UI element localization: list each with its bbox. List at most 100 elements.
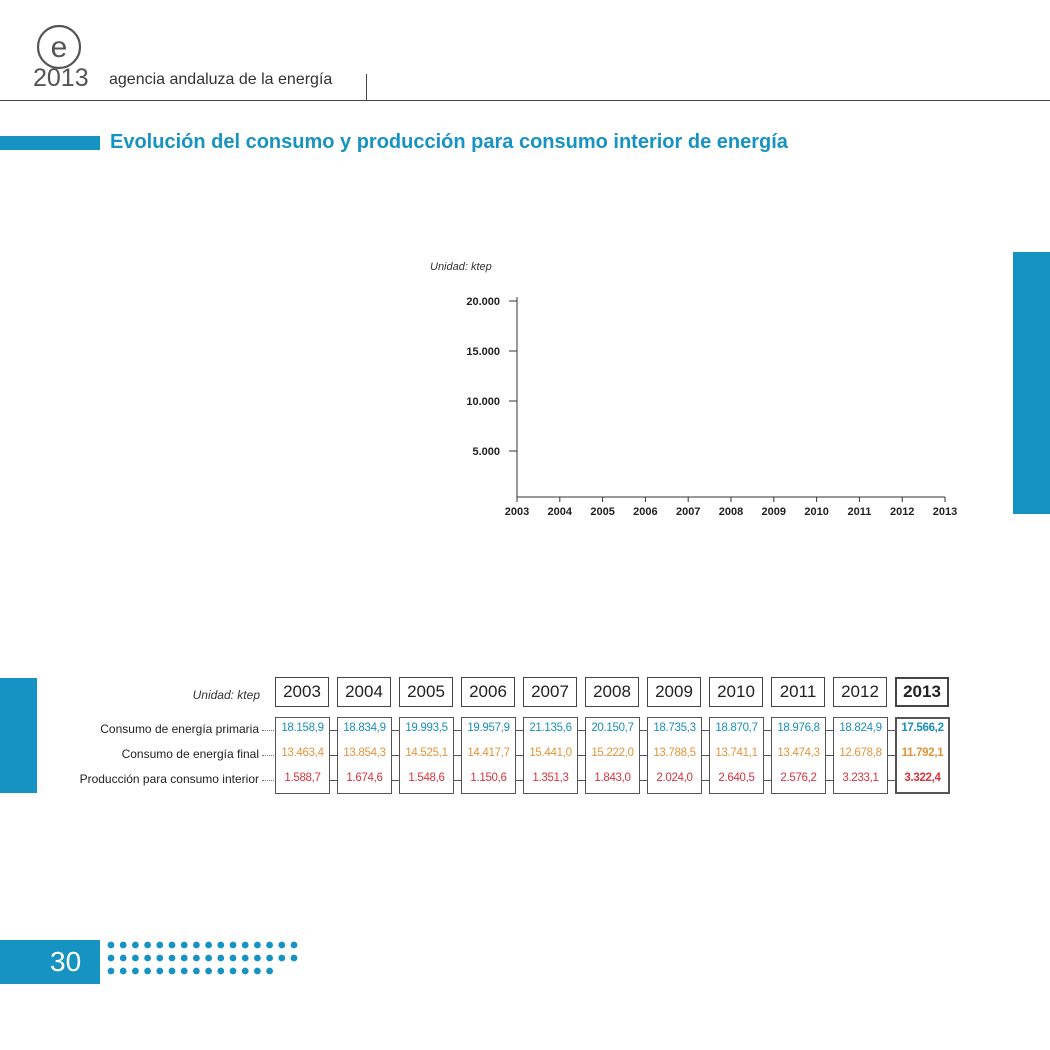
cell-connector — [764, 730, 771, 731]
table-cell: 2.640,5 — [718, 772, 755, 784]
cell-connector — [640, 730, 647, 731]
cell-connector — [392, 730, 399, 731]
year-header: 2003 — [275, 677, 329, 707]
header-divider — [366, 74, 367, 100]
footer-dot — [254, 954, 261, 962]
table-cell: 17.566,2 — [901, 722, 944, 734]
year-header: 2010 — [709, 677, 763, 707]
cell-connector — [578, 780, 585, 781]
cell-connector — [330, 730, 337, 731]
year-header: 2007 — [523, 677, 577, 707]
footer-dot — [229, 941, 237, 949]
year-header: 2013 — [895, 677, 949, 707]
table-cell: 15.441,0 — [529, 747, 572, 759]
footer-dot — [205, 941, 212, 949]
footer-dot — [241, 954, 249, 962]
table-cell: 18.158,9 — [281, 722, 324, 734]
footer-dot — [156, 941, 164, 949]
row-leader-dots — [262, 755, 274, 757]
table-cell: 18.735,3 — [653, 722, 696, 734]
footer-dot — [132, 941, 139, 949]
footer-dot — [217, 967, 225, 975]
footer-dot — [278, 954, 286, 962]
y-ticks: 5.000 10.000 15.000 20.000 — [466, 296, 517, 458]
footer-dot — [290, 941, 298, 949]
table-cell: 1.351,3 — [532, 772, 569, 784]
table-cell: 15.222,0 — [591, 747, 634, 759]
table-cell: 19.993,5 — [405, 722, 448, 734]
cell-connector — [578, 730, 585, 731]
footer-dot — [156, 954, 164, 962]
row-leader-dots — [262, 780, 274, 782]
footer-dot — [144, 941, 151, 949]
footer-dot — [193, 954, 200, 962]
y-tick-label: 20.000 — [466, 296, 500, 308]
table-cell: 18.870,7 — [715, 722, 758, 734]
table-cell: 1.674,6 — [346, 772, 383, 784]
footer-dot — [119, 967, 127, 975]
footer-dot — [278, 941, 286, 949]
table-cell: 21.135,6 — [529, 722, 572, 734]
cell-connector — [702, 730, 709, 731]
footer-dot — [144, 967, 151, 975]
table-cell: 1.588,7 — [284, 772, 321, 784]
footer-dot — [217, 954, 225, 962]
cell-connector — [764, 780, 771, 781]
page-title: Evolución del consumo y producción para … — [110, 131, 788, 153]
footer-dot — [107, 941, 115, 949]
table-cell: 12.678,8 — [839, 747, 882, 759]
y-tick-label: 15.000 — [466, 346, 500, 358]
table-cell: 18.976,8 — [777, 722, 820, 734]
side-tab-right — [1013, 252, 1050, 514]
y-tick-label: 5.000 — [472, 446, 500, 458]
table-cell: 13.741,1 — [715, 747, 758, 759]
footer-dot — [119, 954, 127, 962]
x-tick-label: 2013 — [933, 506, 957, 518]
footer-dot — [132, 967, 139, 975]
cell-connector — [578, 755, 585, 756]
footer-dot — [119, 941, 127, 949]
row-label: Consumo de energía primaria — [100, 722, 259, 736]
year-header: 2009 — [647, 677, 701, 707]
footer-dot — [254, 967, 261, 975]
table-cell: 1.150,6 — [470, 772, 507, 784]
footer-dot — [266, 941, 273, 949]
year-column-box — [647, 717, 702, 794]
table-cell: 19.957,9 — [467, 722, 510, 734]
x-ticks: 2003 2004 2005 2006 2007 2008 2009 2010 2011 2012… — [505, 497, 957, 518]
cell-connector — [640, 755, 647, 756]
x-tick-label: 2010 — [804, 506, 828, 518]
x-tick-label: 2008 — [719, 506, 743, 518]
footer-dot — [254, 941, 261, 949]
footer-dot — [217, 941, 225, 949]
footer-dot — [168, 967, 176, 975]
cell-connector — [516, 730, 523, 731]
header-rule — [0, 100, 1050, 101]
x-tick-label: 2007 — [676, 506, 700, 518]
table-cell: 11.792,1 — [901, 747, 944, 759]
footer-dot — [241, 967, 249, 975]
footer-dot — [156, 967, 164, 975]
footer-dot — [193, 941, 200, 949]
table-cell: 18.824,9 — [839, 722, 882, 734]
year-column-box — [709, 717, 764, 794]
year-column-box — [585, 717, 640, 794]
cell-connector — [888, 780, 895, 781]
table-cell: 2.024,0 — [656, 772, 693, 784]
cell-connector — [516, 755, 523, 756]
cell-connector — [888, 755, 895, 756]
footer-dot — [205, 954, 212, 962]
x-tick-label: 2011 — [847, 506, 871, 518]
cell-connector — [392, 780, 399, 781]
x-tick-label: 2004 — [548, 506, 573, 518]
table-cell: 3.233,1 — [842, 772, 879, 784]
cell-connector — [454, 780, 461, 781]
table-cell: 13.463,4 — [281, 747, 324, 759]
footer-dot — [266, 967, 273, 975]
footer-dot — [229, 967, 237, 975]
table-cell: 18.834,9 — [343, 722, 386, 734]
table-cell: 13.854,3 — [343, 747, 386, 759]
x-tick-label: 2012 — [890, 506, 914, 518]
logo-e-icon: e — [36, 24, 82, 70]
chart-unit-label: Unidad: ktep — [430, 261, 492, 273]
